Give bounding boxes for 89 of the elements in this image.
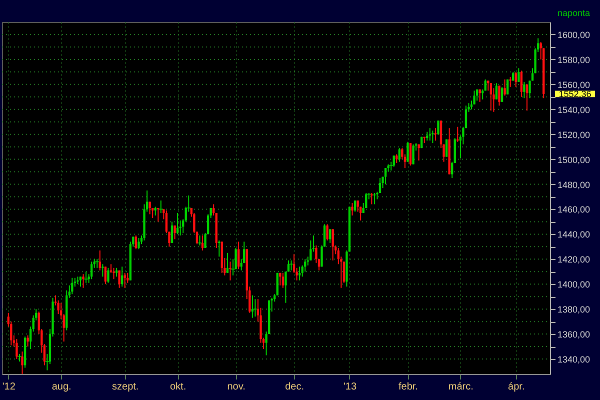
candlestick: [398, 148, 401, 162]
candlestick: [528, 80, 531, 99]
x-tick-label: okt.: [170, 382, 186, 392]
candlestick: [500, 86, 504, 102]
candlestick: [495, 82, 498, 100]
candlestick: [26, 334, 29, 348]
candlestick: [218, 240, 220, 258]
candlestick: [148, 201, 151, 215]
candlestick: [174, 224, 176, 240]
y-tick-label: 1500,00: [558, 154, 590, 165]
candlestick: [201, 234, 204, 251]
candlestick: [176, 212, 179, 235]
candlestick: [359, 206, 362, 221]
candlestick: [409, 142, 412, 166]
candlestick: [332, 228, 334, 261]
candlestick: [328, 228, 332, 244]
candlestick: [434, 128, 437, 142]
x-tick-label: ápr.: [508, 382, 525, 392]
candlestick: [392, 155, 395, 168]
x-tick-label: '12: [2, 382, 16, 392]
candlestick: [102, 264, 104, 278]
candlestick: [124, 272, 126, 288]
candlestick: [432, 130, 434, 144]
candlestick: [279, 272, 282, 286]
y-tick-label: 1420,00: [558, 254, 590, 265]
candlestick: [351, 202, 354, 216]
text: 1552,36: [558, 88, 592, 99]
candlestick: [406, 141, 409, 162]
x-tick-label: szept.: [112, 382, 139, 392]
y-tick-label: 1480,00: [558, 180, 590, 190]
candlestick: [79, 276, 82, 288]
candlestick: [490, 82, 492, 112]
y-tick-label: 1380,00: [558, 304, 590, 315]
x-tick-label: nov.: [227, 382, 246, 392]
candlestick: [518, 68, 520, 82]
y-tick-label: 1580,00: [558, 54, 590, 65]
candlestick: [298, 266, 301, 281]
y-tick-label: 1560,00: [558, 80, 590, 90]
candlestick: [104, 266, 107, 285]
x-tick-label: aug.: [52, 382, 72, 392]
candlestick: [90, 261, 93, 280]
candlestick: [323, 224, 326, 248]
candlestick: [478, 88, 481, 102]
candlestick: [112, 267, 115, 280]
text: naponta: [557, 8, 590, 18]
candlestick: [442, 144, 445, 162]
y-tick-label: 1520,00: [558, 130, 590, 140]
y-tick-label: 1460,00: [558, 204, 590, 215]
x-tick-label: márc.: [448, 382, 474, 392]
candlestick: [134, 234, 138, 250]
candlestick: [504, 78, 506, 96]
y-tick-label: 1600,00: [558, 30, 590, 40]
x-tick-label: febr.: [398, 382, 418, 392]
candlestick: [412, 144, 414, 165]
candlestick: [21, 351, 24, 374]
candlestick: [514, 71, 517, 88]
candlestick: [226, 252, 229, 274]
candlestick: [315, 244, 318, 264]
candlestick: [16, 338, 18, 360]
candlestick: [418, 144, 420, 162]
candlestick: [304, 258, 306, 272]
y-tick-label: 1540,00: [558, 104, 590, 115]
y-tick-label: 1400,00: [558, 280, 590, 290]
candlestick: [57, 300, 60, 315]
candlestick: [98, 250, 101, 271]
candlestick: [523, 81, 526, 99]
candlestick: [326, 224, 328, 241]
candlestick: [506, 78, 509, 95]
candlestick: [445, 138, 448, 158]
candlestick: [282, 272, 284, 288]
candlestick: [237, 241, 240, 270]
candlestick: [138, 237, 140, 250]
candlestick: [384, 168, 387, 185]
candlestick: [118, 270, 120, 288]
candlestick: [284, 271, 287, 304]
candlestick: [107, 267, 110, 284]
y-tick-label: 1360,00: [558, 330, 590, 340]
x-tick-label: dec.: [285, 382, 304, 392]
candlestick: [437, 120, 440, 135]
candlestick: [487, 80, 490, 92]
candlestick: [509, 76, 512, 88]
candlestick: [170, 221, 174, 244]
y-tick-label: 1440,00: [558, 230, 590, 240]
candlestick: [82, 274, 84, 288]
candlestick: [71, 277, 74, 295]
x-tick-label: '13: [343, 382, 357, 392]
y-tick-label: 1340,00: [558, 354, 590, 365]
candlestick: [520, 70, 523, 98]
candlestick: [498, 85, 500, 106]
